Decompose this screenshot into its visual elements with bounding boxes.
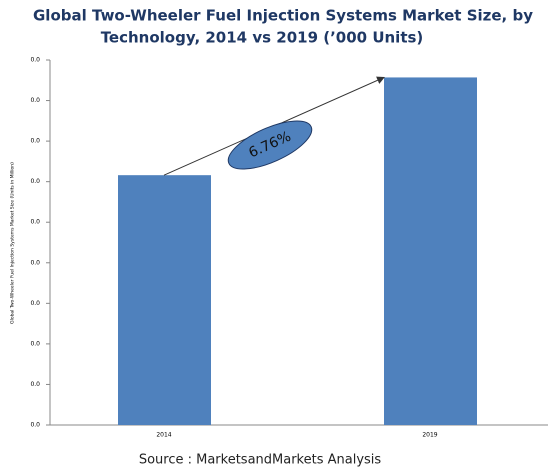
x-tick-label: 2014 <box>156 432 171 439</box>
source-note: Source : MarketsandMarkets Analysis <box>139 453 382 468</box>
y-tick-label: 0.0 <box>30 340 40 347</box>
y-tick-label: 0.0 <box>30 381 40 388</box>
bar <box>384 77 477 425</box>
y-tick-label: 0.0 <box>30 300 40 307</box>
y-tick-label: 0.0 <box>30 219 40 226</box>
y-tick-label: 0.0 <box>30 57 40 64</box>
bar <box>118 175 211 425</box>
chart-title-line: Global Two-Wheeler Fuel Injection System… <box>33 7 533 25</box>
y-axis-label: Global Two-Wheeler Fuel Injection System… <box>10 162 16 324</box>
y-tick-label: 0.0 <box>30 259 40 266</box>
y-tick-label: 0.0 <box>30 422 40 429</box>
y-tick-label: 0.0 <box>30 97 40 104</box>
x-tick-label: 2019 <box>422 432 437 439</box>
chart-title-line: Technology, 2014 vs 2019 (’000 Units) <box>101 29 424 47</box>
y-tick-label: 0.0 <box>30 178 40 185</box>
annotation-bubble <box>227 120 313 170</box>
y-tick-label: 0.0 <box>30 138 40 145</box>
